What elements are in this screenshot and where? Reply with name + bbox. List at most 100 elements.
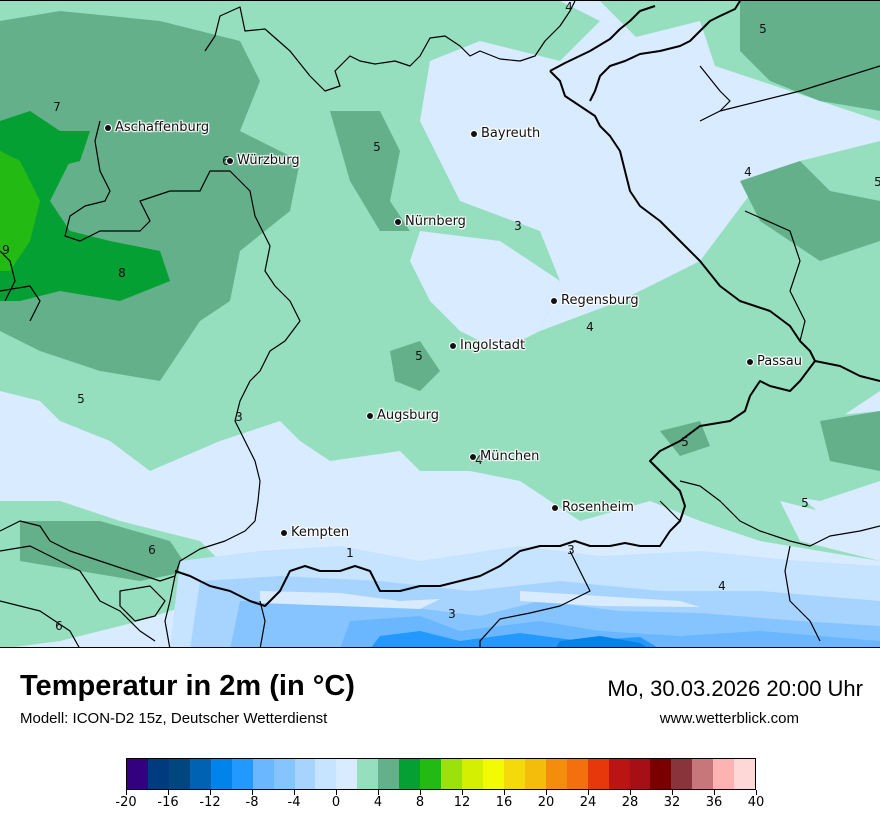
tick-mark bbox=[293, 790, 295, 795]
colorbar-segment bbox=[147, 759, 169, 789]
colorbar-ticks: -20 -16 -12 -8 -4 0 4 8 12 16 20 24 28 32 36 40 bbox=[115, 790, 764, 820]
forecast-datetime: Mo, 30.03.2026 20:00 Uhr bbox=[607, 676, 863, 701]
tick-label: -8 bbox=[245, 795, 259, 810]
isoline-label: 5 bbox=[415, 349, 423, 363]
isoline-label: 7 bbox=[53, 100, 61, 114]
isoline-label: 5 bbox=[874, 175, 880, 189]
isoline-label: 5 bbox=[77, 392, 85, 406]
tick-mark bbox=[587, 790, 589, 795]
city-wuerzburg: Würzburg bbox=[227, 153, 300, 168]
isoline-label: 4 bbox=[744, 165, 752, 179]
colorbar-segment bbox=[713, 759, 735, 789]
tick-label: 36 bbox=[705, 795, 723, 810]
isoline-label: 4 bbox=[718, 579, 726, 593]
colorbar-segment bbox=[587, 759, 609, 789]
isoline-label: 6 bbox=[55, 619, 63, 633]
colorbar-segment bbox=[462, 759, 483, 789]
colorbar-segment bbox=[378, 759, 400, 789]
city-nuernberg: Nürnberg bbox=[395, 214, 466, 229]
colorbar-segment bbox=[566, 759, 588, 789]
tick-mark bbox=[251, 790, 253, 795]
tick-label: -4 bbox=[287, 795, 301, 810]
isoline-label: 6 bbox=[222, 154, 230, 168]
colorbar-segment bbox=[734, 759, 756, 789]
colorbar-segment bbox=[357, 759, 379, 789]
city-dot-icon bbox=[471, 130, 477, 137]
city-augsburg: Augsburg bbox=[367, 408, 439, 423]
isoline-label: 1 bbox=[346, 546, 354, 560]
tick-label: 32 bbox=[663, 795, 681, 810]
colorbar-segment bbox=[524, 759, 546, 789]
city-passau: Passau bbox=[747, 354, 802, 369]
tick-label: 28 bbox=[621, 795, 639, 810]
model-source: Modell: ICON-D2 15z, Deutscher Wetterdie… bbox=[20, 710, 328, 727]
tick-label: 12 bbox=[453, 795, 471, 810]
tick-label: -16 bbox=[157, 795, 179, 810]
city-rosenheim: Rosenheim bbox=[552, 500, 634, 515]
tick-label: -12 bbox=[199, 795, 221, 810]
colorbar-segment bbox=[671, 759, 693, 789]
tick-mark bbox=[503, 790, 505, 795]
colorbar-segment bbox=[273, 759, 295, 789]
colorbar-segment bbox=[650, 759, 672, 789]
isoline-label: 5 bbox=[681, 435, 689, 449]
isoline-label: 4 bbox=[565, 0, 573, 14]
colorbar-segment bbox=[336, 759, 358, 789]
tick-mark bbox=[629, 790, 631, 795]
colorbar-segment bbox=[231, 759, 253, 789]
tick-mark bbox=[209, 790, 211, 795]
colorbar-segment bbox=[545, 759, 567, 789]
map-field bbox=[0, 1, 880, 647]
tick-label: 0 bbox=[331, 795, 341, 810]
isoline-label: 5 bbox=[801, 496, 809, 510]
colorbar-segment bbox=[210, 759, 232, 789]
colorbar-segment bbox=[294, 759, 316, 789]
city-dot-icon bbox=[470, 453, 476, 460]
map-title: Temperatur in 2m (in °C) bbox=[20, 670, 355, 702]
colorbar-segment bbox=[503, 759, 525, 789]
city-dot-icon bbox=[551, 297, 557, 304]
isoline-label: 6 bbox=[148, 543, 156, 557]
website-link[interactable]: www.wetterblick.com bbox=[659, 710, 799, 727]
city-bayreuth: Bayreuth bbox=[471, 126, 540, 141]
temperature-colorbar bbox=[126, 758, 756, 790]
city-muenchen: München bbox=[470, 449, 539, 464]
tick-label: 16 bbox=[495, 795, 513, 810]
city-dot-icon bbox=[227, 157, 233, 164]
colorbar-segment bbox=[168, 759, 190, 789]
tick-label: 24 bbox=[579, 795, 597, 810]
isoline-label: 3 bbox=[235, 410, 243, 424]
map-footer: Temperatur in 2m (in °C) Modell: ICON-D2… bbox=[0, 648, 880, 830]
colorbar-segment bbox=[692, 759, 714, 789]
colorbar-segment bbox=[482, 759, 504, 789]
tick-label: 40 bbox=[747, 795, 765, 810]
tick-label: 4 bbox=[373, 795, 383, 810]
isoline-label: 4 bbox=[586, 320, 594, 334]
tick-mark bbox=[335, 790, 337, 795]
city-dot-icon bbox=[747, 358, 753, 365]
isoline-label: 4 bbox=[475, 453, 483, 467]
tick-mark bbox=[755, 790, 757, 795]
isoline-label: 9 bbox=[2, 243, 10, 257]
isoline-label: 5 bbox=[373, 140, 381, 154]
colorbar-segment bbox=[189, 759, 211, 789]
isoline-label: 8 bbox=[118, 266, 126, 280]
city-dot-icon bbox=[552, 504, 558, 511]
colorbar-segment bbox=[399, 759, 421, 789]
colorbar-segment bbox=[629, 759, 651, 789]
city-dot-icon bbox=[281, 529, 287, 536]
city-kempten: Kempten bbox=[281, 525, 349, 540]
city-dot-icon bbox=[395, 218, 401, 225]
city-dot-icon bbox=[367, 412, 373, 419]
tick-mark bbox=[419, 790, 421, 795]
city-aschaffenburg: Aschaffenburg bbox=[105, 120, 209, 135]
city-dot-icon bbox=[105, 124, 111, 131]
colorbar-segment bbox=[441, 759, 462, 789]
colorbar-segment bbox=[127, 759, 148, 789]
tick-label: -20 bbox=[115, 795, 137, 810]
tick-mark bbox=[125, 790, 127, 795]
tick-mark bbox=[167, 790, 169, 795]
temperature-map: 4 5 7 5 6 4 5 3 9 8 4 5 5 3 4 5 5 6 1 3 4 3 6 Aschaffenburg Wü… bbox=[0, 0, 880, 648]
isoline-label: 3 bbox=[514, 219, 522, 233]
isoline-label: 5 bbox=[759, 22, 767, 36]
